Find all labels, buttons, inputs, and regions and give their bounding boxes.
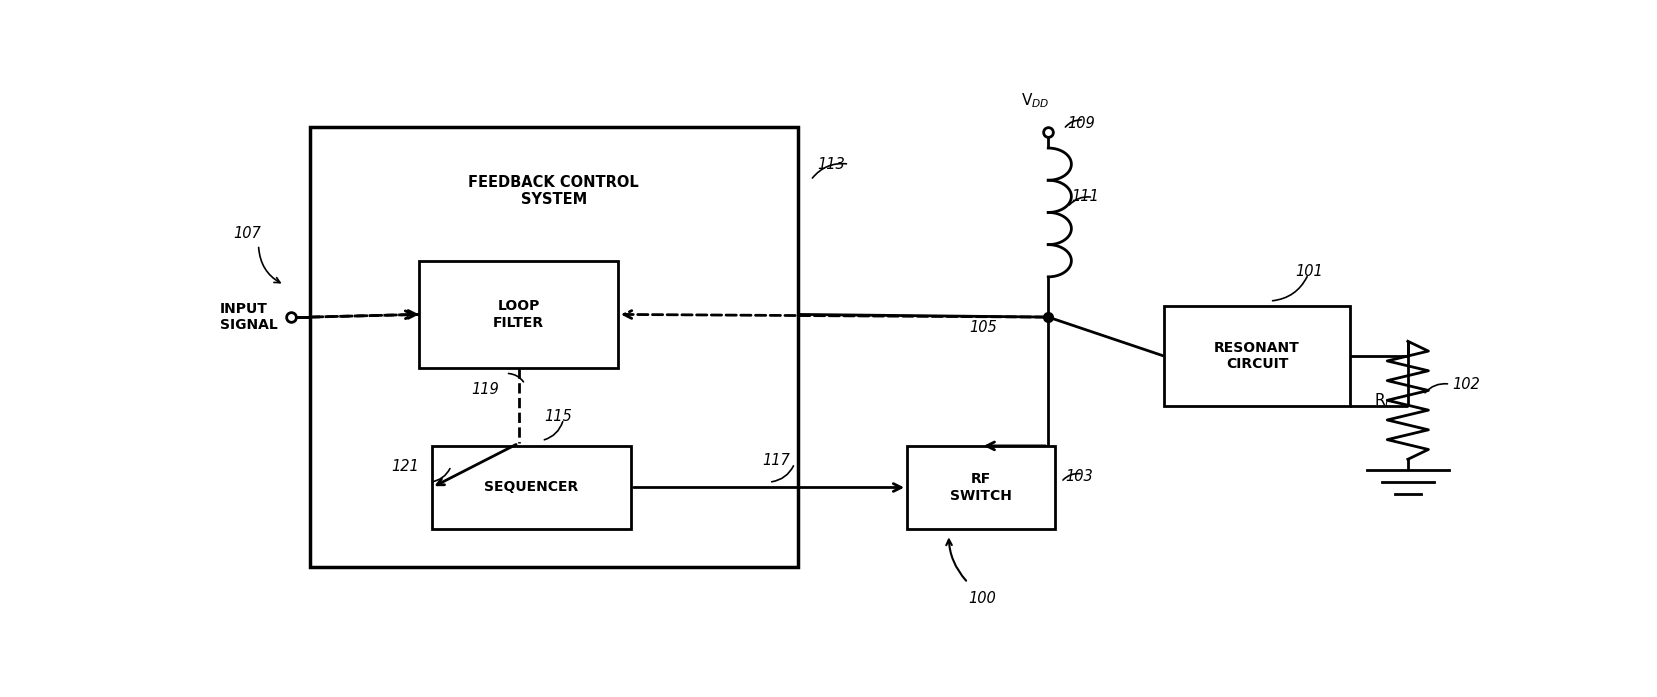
Text: 102: 102 [1453,376,1480,392]
Bar [1163,307,1350,406]
Bar [432,446,631,529]
Text: 101: 101 [1296,264,1324,279]
Text: 115: 115 [543,409,572,424]
Text: 109: 109 [1067,116,1095,132]
Bar [419,261,618,368]
Text: 117: 117 [762,453,790,468]
Text: SEQUENCER: SEQUENCER [484,480,578,494]
Text: 103: 103 [1065,469,1092,484]
Text: V$_{DD}$: V$_{DD}$ [1021,92,1049,110]
Text: FEEDBACK CONTROL
SYSTEM: FEEDBACK CONTROL SYSTEM [469,175,640,207]
Text: 111: 111 [1072,189,1099,204]
Text: 113: 113 [817,157,845,171]
Text: R$_L$: R$_L$ [1374,391,1392,410]
Text: 121: 121 [391,459,419,473]
Text: RF
SWITCH: RF SWITCH [949,473,1012,503]
Text: RESONANT
CIRCUIT: RESONANT CIRCUIT [1215,341,1299,371]
Bar [310,127,797,567]
Bar [906,446,1054,529]
Text: 105: 105 [969,321,998,335]
Text: INPUT
SIGNAL: INPUT SIGNAL [220,302,278,332]
Text: LOOP
FILTER: LOOP FILTER [494,299,543,330]
Text: 100: 100 [968,591,996,606]
Text: 107: 107 [232,227,260,241]
Text: 119: 119 [472,381,499,397]
